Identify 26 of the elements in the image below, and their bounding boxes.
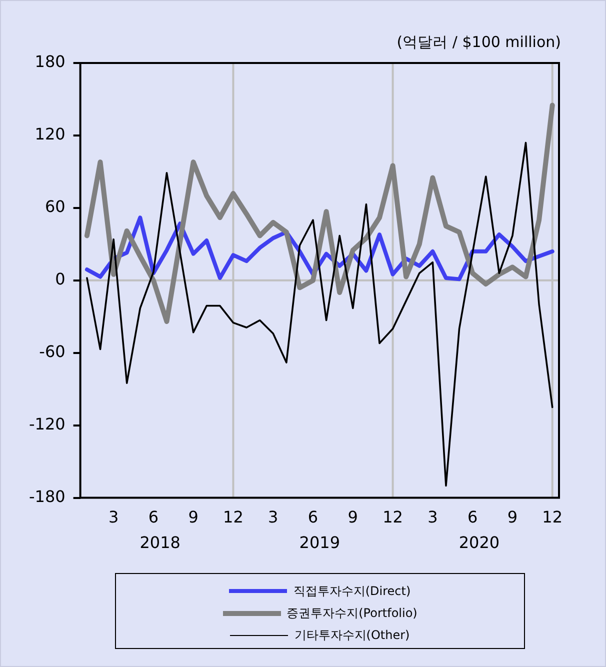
x-tick-label: 3 [428, 508, 438, 527]
y-tick-label: -120 [29, 414, 66, 434]
y-tick-label: 180 [34, 52, 66, 72]
y-tick-label: -60 [39, 342, 66, 362]
legend-label: 증권투자수지(Portfolio) [286, 604, 418, 622]
x-tick-label: 3 [268, 508, 278, 527]
y-tick-label: 60 [44, 197, 66, 216]
y-axis-title: (억달러 / $100 million) [396, 33, 561, 52]
text: 2019 [299, 532, 340, 552]
x-tick-label: 6 [308, 508, 318, 527]
y-tick-label: -180 [29, 486, 66, 506]
legend-label: 직접투자수지(Direct) [293, 582, 411, 600]
x-tick-label: 12 [542, 508, 563, 527]
x-tick-label: 12 [382, 508, 403, 527]
x-tick-label: 6 [148, 508, 159, 527]
x-tick-label: 3 [108, 508, 119, 527]
legend-label: 기타투자수지(Other) [294, 626, 410, 644]
x-tick-label: 9 [348, 508, 358, 527]
x-tick-label: 9 [507, 508, 518, 527]
x-tick-label: 12 [223, 508, 244, 527]
x-tick-label: 9 [188, 508, 198, 527]
text: 2018 [140, 532, 180, 552]
text: 2020 [458, 532, 500, 552]
y-tick-label: 120 [34, 124, 66, 144]
y-tick-label: 0 [55, 270, 66, 289]
x-tick-label: 6 [467, 508, 478, 527]
